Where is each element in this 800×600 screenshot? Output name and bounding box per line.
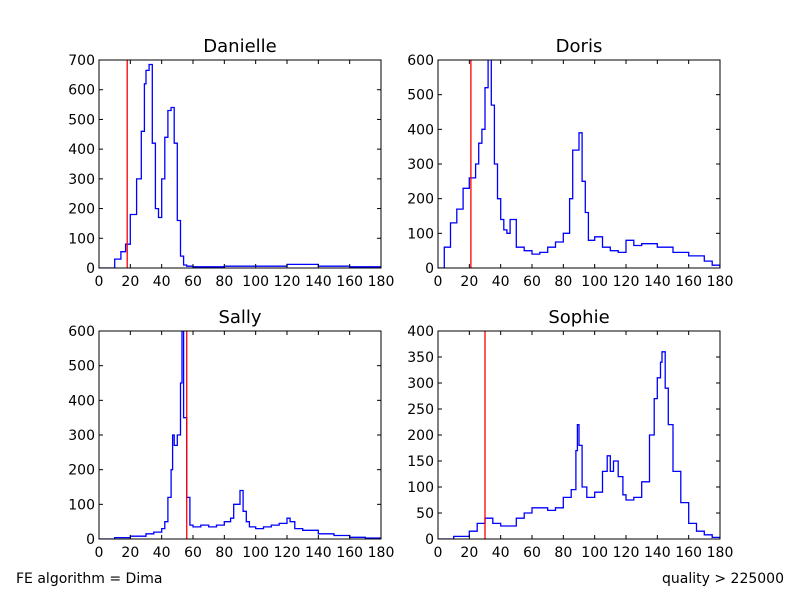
- subplot-sally: Sally 0 20 40 60 80 100 120 140 160 180 0 100 200 300 4…: [68, 307, 394, 561]
- y-tick-label: 400: [68, 142, 95, 158]
- subplot-title: Danielle: [203, 36, 276, 57]
- y-tick-label: 300: [68, 428, 95, 444]
- x-tick-label: 160: [336, 274, 363, 290]
- y-tick-label: 300: [407, 157, 434, 173]
- histogram-line: [438, 351, 720, 539]
- x-tick-label: 80: [554, 545, 572, 561]
- x-tick-label: 20: [121, 545, 139, 561]
- y-tick-label: 600: [407, 53, 434, 69]
- x-tick-label: 100: [581, 545, 608, 561]
- subplot-title: Sally: [218, 307, 261, 328]
- plot-frame: [98, 59, 382, 269]
- x-tick-label: 40: [153, 545, 171, 561]
- x-tick-label: 40: [492, 274, 510, 290]
- subplot-title: Doris: [556, 36, 603, 57]
- x-tick-label: 20: [121, 274, 139, 290]
- x-tick-label: 60: [523, 545, 541, 561]
- x-tick-label: 120: [613, 545, 640, 561]
- y-tick-label: 500: [68, 112, 95, 128]
- x-tick-label: 120: [274, 274, 301, 290]
- y-tick-label: 100: [68, 231, 95, 247]
- y-tick-label: 0: [425, 532, 434, 548]
- x-tick-label: 0: [95, 545, 104, 561]
- y-tick-label: 500: [68, 359, 95, 375]
- subplot-doris: Doris 0 20 40 60 80 100 120 140 160 180 0 100 200 300 4…: [407, 36, 733, 290]
- x-tick-label: 60: [184, 274, 202, 290]
- x-tick-label: 160: [675, 545, 702, 561]
- subplot-danielle: Danielle 0 20 40 60 80 100 120 140 160 180 0 100 200 3…: [68, 36, 394, 290]
- x-tick-label: 0: [434, 274, 443, 290]
- x-tick-label: 160: [675, 274, 702, 290]
- y-tick-label: 200: [407, 192, 434, 208]
- subplot-title: Sophie: [548, 307, 609, 328]
- histogram-line: [99, 331, 381, 539]
- x-tick-label: 180: [707, 274, 734, 290]
- x-tick-label: 40: [492, 545, 510, 561]
- histogram-line: [99, 63, 381, 268]
- y-tick-label: 300: [68, 172, 95, 188]
- x-tick-label: 80: [215, 545, 233, 561]
- y-tick-label: 250: [407, 402, 434, 418]
- y-tick-label: 150: [407, 454, 434, 470]
- plot-frame: [98, 330, 382, 540]
- x-tick-label: 0: [434, 545, 443, 561]
- y-tick-label: 600: [68, 324, 95, 340]
- x-tick-label: 80: [554, 274, 572, 290]
- y-tick-label: 0: [86, 532, 95, 548]
- x-tick-label: 140: [644, 274, 671, 290]
- x-tick-label: 20: [460, 545, 478, 561]
- y-tick-label: 200: [68, 463, 95, 479]
- x-tick-label: 100: [242, 545, 269, 561]
- quality-label: quality > 225000: [662, 571, 784, 587]
- x-tick-label: 160: [336, 545, 363, 561]
- y-tick-label: 200: [407, 428, 434, 444]
- y-tick-label: 500: [407, 88, 434, 104]
- y-tick-label: 100: [68, 497, 95, 513]
- x-tick-label: 60: [523, 274, 541, 290]
- x-tick-label: 180: [368, 274, 395, 290]
- x-tick-label: 100: [581, 274, 608, 290]
- x-tick-label: 40: [153, 274, 171, 290]
- y-tick-label: 700: [68, 53, 95, 69]
- x-tick-label: 120: [613, 274, 640, 290]
- plot-frame: [437, 59, 721, 269]
- y-tick-label: 200: [68, 202, 95, 218]
- algorithm-label: FE algorithm = Dima: [16, 571, 163, 587]
- x-tick-label: 20: [460, 274, 478, 290]
- x-tick-label: 100: [242, 274, 269, 290]
- y-tick-label: 350: [407, 350, 434, 366]
- x-tick-label: 60: [184, 545, 202, 561]
- y-tick-label: 0: [425, 261, 434, 277]
- y-tick-label: 50: [416, 506, 434, 522]
- subplot-sophie: Sophie 0 20 40 60 80 100 120 140 160 180 0 50 100 150 2…: [407, 307, 733, 561]
- x-tick-label: 0: [95, 274, 104, 290]
- y-tick-label: 100: [407, 226, 434, 242]
- x-tick-label: 140: [305, 274, 332, 290]
- y-tick-label: 100: [407, 480, 434, 496]
- x-tick-label: 180: [707, 545, 734, 561]
- y-tick-label: 600: [68, 83, 95, 99]
- x-tick-label: 140: [305, 545, 332, 561]
- y-tick-label: 400: [68, 393, 95, 409]
- x-tick-label: 180: [368, 545, 395, 561]
- x-tick-label: 140: [644, 545, 671, 561]
- histogram-line: [438, 60, 720, 268]
- y-tick-label: 300: [407, 376, 434, 392]
- y-tick-label: 400: [407, 324, 434, 340]
- y-tick-label: 400: [407, 122, 434, 138]
- x-tick-label: 80: [215, 274, 233, 290]
- x-tick-label: 120: [274, 545, 301, 561]
- y-tick-label: 0: [86, 261, 95, 277]
